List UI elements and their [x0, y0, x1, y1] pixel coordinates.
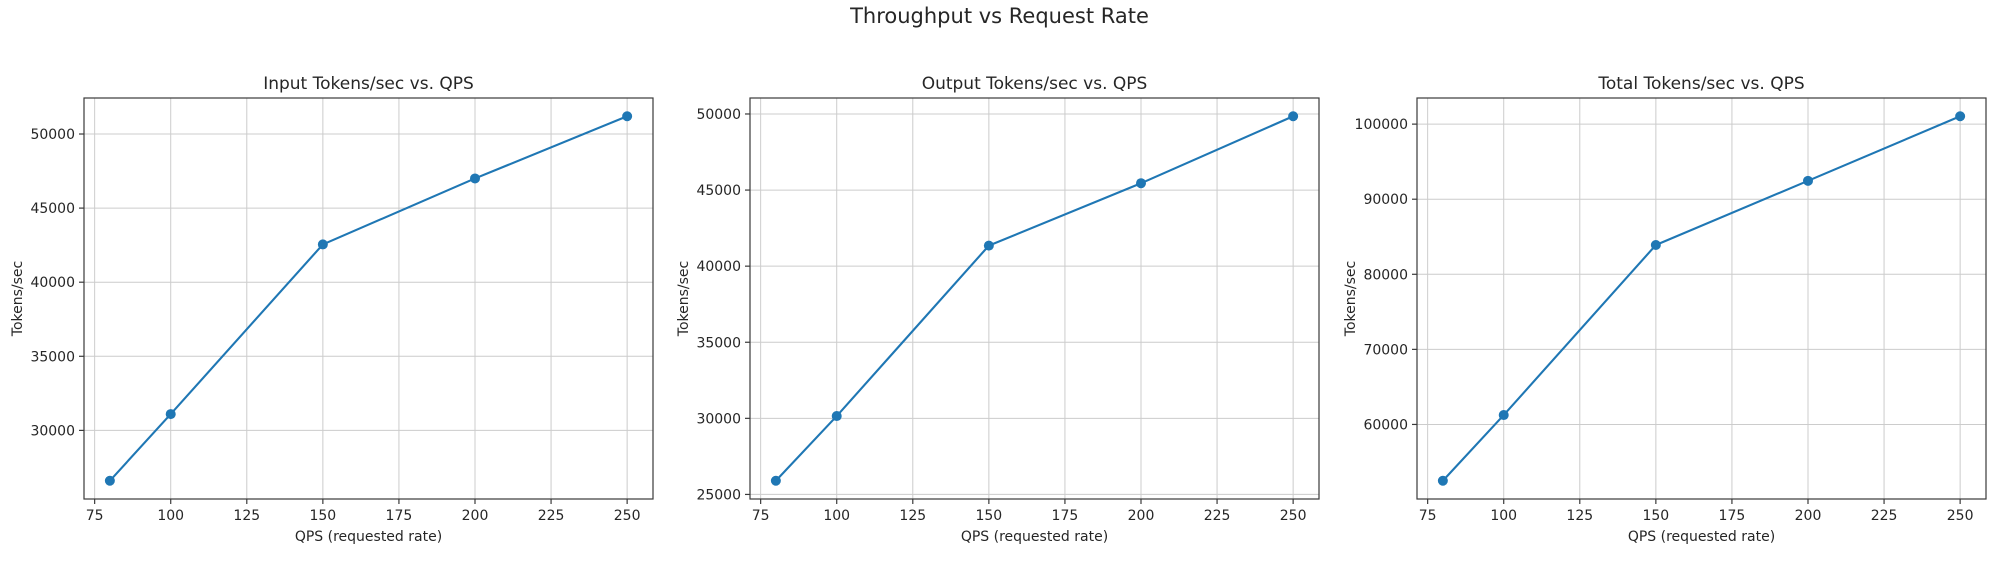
x-tick-label: 250 — [614, 508, 641, 524]
chart-canvas: 75 100 125 150 175 200 225 250 60000 70000 80000 90… — [1343, 74, 1987, 545]
chart-title: Total Tokens/sec vs. QPS — [1597, 74, 1804, 94]
data-point — [165, 409, 176, 420]
data-point — [1498, 410, 1509, 421]
x-tick-label: 100 — [823, 508, 850, 524]
figure-suptitle: Throughput vs Request Rate — [850, 4, 1149, 28]
chart-output-tokens: 75 100 125 150 175 200 225 250 25000 30000 35000 40… — [666, 0, 1332, 572]
data-point — [622, 111, 633, 122]
data-point — [104, 475, 115, 486]
y-tick-label: 60000 — [1363, 417, 1408, 433]
plot-border — [1416, 97, 1987, 500]
x-tick-label: 100 — [1490, 508, 1517, 524]
x-axis-label: QPS (requested rate) — [961, 529, 1108, 545]
y-tick-label: 70000 — [1363, 342, 1408, 358]
data-point — [1135, 178, 1146, 189]
plot-area — [750, 98, 1319, 499]
x-tick-label: 225 — [1871, 508, 1898, 524]
y-tick-label: 30000 — [30, 423, 75, 439]
chart-canvas: 75 100 125 150 175 200 225 250 30000 35000 40000 45… — [10, 74, 654, 545]
plot-area — [84, 98, 653, 499]
x-tick-label: 125 — [233, 508, 260, 524]
x-tick-label: 150 — [1642, 508, 1669, 524]
x-tick-label: 175 — [1719, 508, 1746, 524]
x-tick-label: 175 — [386, 508, 413, 524]
x-tick-label: 150 — [309, 508, 336, 524]
plot-area — [1417, 98, 1986, 499]
chart-title: Output Tokens/sec vs. QPS — [922, 74, 1148, 94]
y-tick-label: 45000 — [696, 183, 741, 199]
y-tick-label: 35000 — [696, 335, 741, 351]
data-point — [983, 240, 994, 251]
data-point — [317, 239, 328, 250]
x-tick-label: 250 — [1947, 508, 1974, 524]
x-tick-label: 75 — [1419, 508, 1437, 524]
data-point — [1650, 240, 1661, 251]
x-tick-label: 125 — [899, 508, 926, 524]
data-point — [1288, 111, 1299, 122]
data-point — [469, 173, 480, 184]
y-tick-label: 90000 — [1363, 192, 1408, 208]
data-point — [770, 475, 781, 486]
chart-canvas: 75 100 125 150 175 200 225 250 25000 30000 35000 40… — [676, 74, 1320, 545]
x-tick-label: 125 — [1566, 508, 1593, 524]
y-tick-label: 30000 — [696, 411, 741, 427]
y-tick-label: 40000 — [696, 259, 741, 275]
y-tick-label: 50000 — [30, 127, 75, 143]
x-tick-label: 150 — [975, 508, 1002, 524]
y-tick-label: 45000 — [30, 201, 75, 217]
y-tick-label: 80000 — [1363, 267, 1408, 283]
plot-border — [749, 97, 1320, 500]
plot-border — [83, 97, 654, 500]
x-axis-label: QPS (requested rate) — [295, 529, 442, 545]
y-tick-label: 25000 — [696, 487, 741, 503]
x-tick-label: 200 — [1795, 508, 1822, 524]
x-axis-label: QPS (requested rate) — [1628, 529, 1775, 545]
data-point — [1802, 175, 1813, 186]
x-tick-label: 225 — [538, 508, 565, 524]
y-axis-label: Tokens/sec — [10, 261, 26, 337]
y-axis-label: Tokens/sec — [1343, 261, 1359, 337]
y-tick-label: 100000 — [1355, 117, 1408, 133]
y-tick-label: 40000 — [30, 275, 75, 291]
y-tick-label: 35000 — [30, 349, 75, 365]
x-tick-label: 75 — [752, 508, 770, 524]
chart-title: Input Tokens/sec vs. QPS — [263, 74, 474, 94]
data-point — [1437, 475, 1448, 486]
x-tick-label: 175 — [1052, 508, 1079, 524]
data-point — [831, 411, 842, 422]
chart-total-tokens: 75 100 125 150 175 200 225 250 60000 70000 80000 90… — [1333, 0, 1999, 572]
x-tick-label: 225 — [1204, 508, 1231, 524]
x-tick-label: 200 — [1128, 508, 1155, 524]
x-tick-label: 200 — [462, 508, 489, 524]
data-point — [1955, 111, 1966, 122]
chart-input-tokens: 75 100 125 150 175 200 225 250 30000 35000 40000 45… — [0, 0, 666, 572]
y-tick-label: 50000 — [696, 107, 741, 123]
x-tick-label: 100 — [157, 508, 184, 524]
x-tick-label: 75 — [86, 508, 104, 524]
x-tick-label: 250 — [1280, 508, 1307, 524]
y-axis-label: Tokens/sec — [676, 261, 692, 337]
